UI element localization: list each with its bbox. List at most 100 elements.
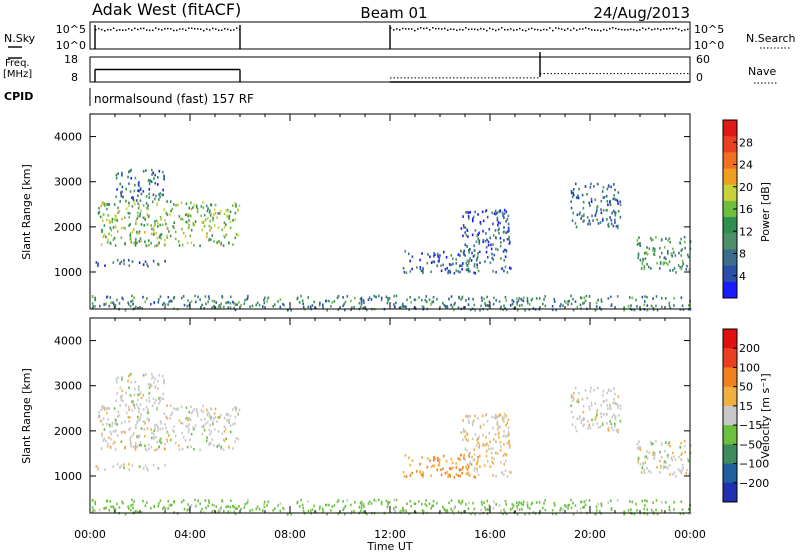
power-echo-cell [425, 300, 428, 304]
power-echo-cell [266, 300, 268, 303]
velocity-echo-cell [106, 407, 109, 410]
nsky-point [480, 27, 482, 30]
velocity-echo-cell [467, 415, 470, 419]
power-echo-cell [393, 294, 395, 298]
power-echo-cell [157, 225, 159, 228]
power-echo-cell [333, 300, 336, 303]
power-echo-cell [214, 306, 217, 310]
power-echo-cell [182, 295, 185, 298]
velocity-echo-cell [209, 413, 211, 417]
velocity-echo-cell [467, 419, 470, 422]
velocity-echo-cell [499, 448, 502, 452]
power-echo-cell [181, 218, 184, 221]
velocity-echo-cell [570, 498, 572, 502]
velocity-echo-cell [108, 423, 111, 427]
velocity-echo-cell [401, 506, 404, 510]
power-echo-cell [601, 219, 604, 222]
velocity-echo-cell [440, 473, 443, 477]
power-echo-cell [638, 242, 640, 245]
power-echo-cell [439, 254, 441, 257]
velocity-echo-cell [442, 467, 444, 471]
power-echo-cell [500, 257, 502, 260]
power-echo-cell [667, 263, 669, 266]
velocity-echo-cell [210, 442, 212, 445]
velocity-echo-cell [597, 502, 599, 506]
colorbar-segment [723, 463, 737, 484]
velocity-echo-cell [353, 509, 355, 513]
power-echo-cell [159, 233, 162, 237]
power-echo-cell [388, 297, 391, 300]
power-echo-cell [213, 300, 216, 303]
power-echo-cell [616, 199, 619, 203]
power-echo-cell [402, 266, 405, 270]
velocity-echo-cell [132, 432, 135, 435]
power-echo-cell [670, 253, 673, 256]
power-echo-cell [543, 298, 545, 301]
nsky-point [408, 28, 410, 30]
power-echo-cell [485, 250, 488, 254]
power-echo-cell [195, 205, 198, 209]
power-echo-cell [171, 207, 174, 211]
colorbar-tick-label: −15 [739, 419, 762, 432]
velocity-echo-cell [594, 512, 597, 516]
colorbar-segment [723, 405, 737, 426]
velocity-echo-cell [652, 501, 654, 504]
power-echo-cell [188, 304, 190, 307]
power-echo-cell [152, 193, 155, 197]
power-echo-cell [135, 305, 137, 309]
velocity-echo-cell [590, 401, 593, 405]
power-echo-cell [477, 269, 480, 273]
velocity-echo-cell [184, 439, 187, 442]
velocity-echo-cell [137, 419, 139, 422]
nsky-point [161, 29, 163, 31]
power-echo-cell [229, 220, 232, 223]
power-echo-cell [416, 266, 418, 269]
velocity-echo-cell [607, 501, 610, 504]
power-echo-cell [462, 224, 465, 227]
power-echo-cell [637, 253, 640, 256]
power-echo-cell [398, 306, 401, 310]
velocity-echo-cell [226, 413, 229, 417]
velocity-echo-cell [215, 505, 218, 508]
power-echo-cell [131, 196, 133, 199]
power-echo-cell [170, 200, 172, 204]
power-echo-cell [235, 303, 237, 306]
power-echo-cell [131, 230, 134, 234]
velocity-echo-cell [530, 502, 533, 506]
power-echo-cell [156, 203, 158, 207]
power-echo-cell [409, 295, 412, 299]
velocity-echo-cell [318, 507, 321, 511]
power-echo-cell [159, 236, 161, 239]
velocity-echo-cell [639, 512, 642, 516]
power-echo-cell [448, 263, 451, 266]
power-echo-cell [145, 201, 148, 205]
power-echo-cell [160, 218, 162, 221]
velocity-echo-cell [147, 419, 150, 423]
velocity-echo-cell [459, 458, 461, 462]
velocity-echo-cell [614, 417, 617, 421]
velocity-echo-cell [479, 424, 482, 428]
power-echo-cell [496, 216, 499, 220]
power-echo-cell [678, 251, 680, 255]
velocity-echo-cell [583, 500, 586, 504]
power-echo-cell [595, 301, 598, 305]
velocity-echo-cell [445, 459, 448, 463]
power-echo-cell [459, 270, 461, 274]
velocity-echo-cell [670, 457, 673, 460]
power-echo-cell [472, 255, 475, 258]
power-echo-cell [174, 237, 177, 241]
velocity-echo-cell [148, 396, 151, 400]
power-echo-cell [613, 210, 616, 214]
power-echo-cell [201, 228, 204, 232]
power-echo-cell [122, 195, 124, 199]
velocity-echo-cell [606, 422, 608, 425]
colorbar-segment [723, 184, 737, 202]
velocity-echo-cell [487, 508, 489, 511]
velocity-echo-cell [208, 428, 211, 432]
velocity-echo-cell [425, 499, 428, 502]
velocity-echo-cell [163, 380, 165, 383]
velocity-echo-cell [610, 499, 612, 503]
power-echo-cell [496, 248, 499, 251]
colorbar-tick-label: 50 [739, 381, 753, 394]
power-echo-cell [115, 218, 117, 221]
